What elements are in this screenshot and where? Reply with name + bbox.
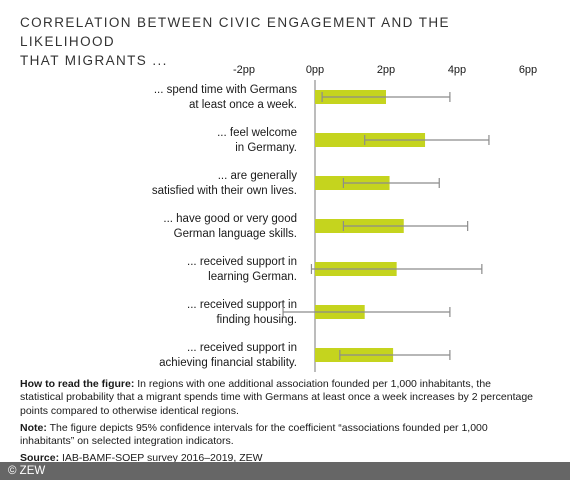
category-label: ... received support in [187, 342, 297, 354]
category-label: ... received support in [187, 256, 297, 268]
x-tick-label: 0pp [306, 64, 324, 76]
category-label: ... are generally [218, 170, 298, 182]
note-label: Note: [20, 421, 47, 434]
how-to-read-label: How to read the figure: [20, 378, 135, 390]
category-label: finding housing. [216, 314, 297, 326]
category-label: learning German. [208, 271, 297, 283]
category-label: satisfied with their own lives. [152, 185, 297, 197]
chart-title-line-2: that migrants ... [20, 53, 168, 68]
chart-title: Correlation between civic engagement and… [20, 13, 550, 70]
method-note: Note: The figure depicts 95% confidence … [20, 422, 535, 449]
category-label: ... feel welcome [217, 127, 297, 139]
category-label: ... received support in [187, 299, 297, 311]
x-tick-label: 2pp [377, 64, 395, 76]
copyright-text: © ZEW [8, 465, 46, 477]
note-text: The figure depicts 95% confidence interv… [20, 421, 488, 448]
x-tick-label: 6pp [519, 64, 537, 76]
footer-bar: © ZEW [0, 462, 570, 480]
source-text: IAB-BAMF-SOEP survey 2016–2019, ZEW [59, 452, 263, 465]
category-label: in Germany. [235, 142, 297, 154]
chart-title-line-1: Correlation between civic engagement and… [20, 15, 450, 49]
category-label: at least once a week. [189, 99, 297, 111]
category-label: achieving financial stability. [159, 357, 297, 369]
how-to-read-text: In regions with one additional associati… [20, 378, 534, 417]
category-label: ... have good or very good [163, 213, 297, 225]
category-label: ... spend time with Germans [154, 84, 297, 96]
x-tick-label: -2pp [233, 64, 255, 76]
source-label: Source: [20, 452, 60, 465]
category-label: German language skills. [174, 228, 297, 240]
chart: -2pp 0pp 2pp 4pp 6pp ... spend time with Germ… [152, 64, 537, 372]
how-to-read-note: How to read the figure: In regions with … [20, 378, 535, 418]
source-note: Source: IAB-BAMF-SOEP survey 2016–2019, … [20, 452, 535, 465]
x-tick-label: 4pp [448, 64, 466, 76]
figure-notes: How to read the figure: In regions with … [20, 378, 535, 470]
